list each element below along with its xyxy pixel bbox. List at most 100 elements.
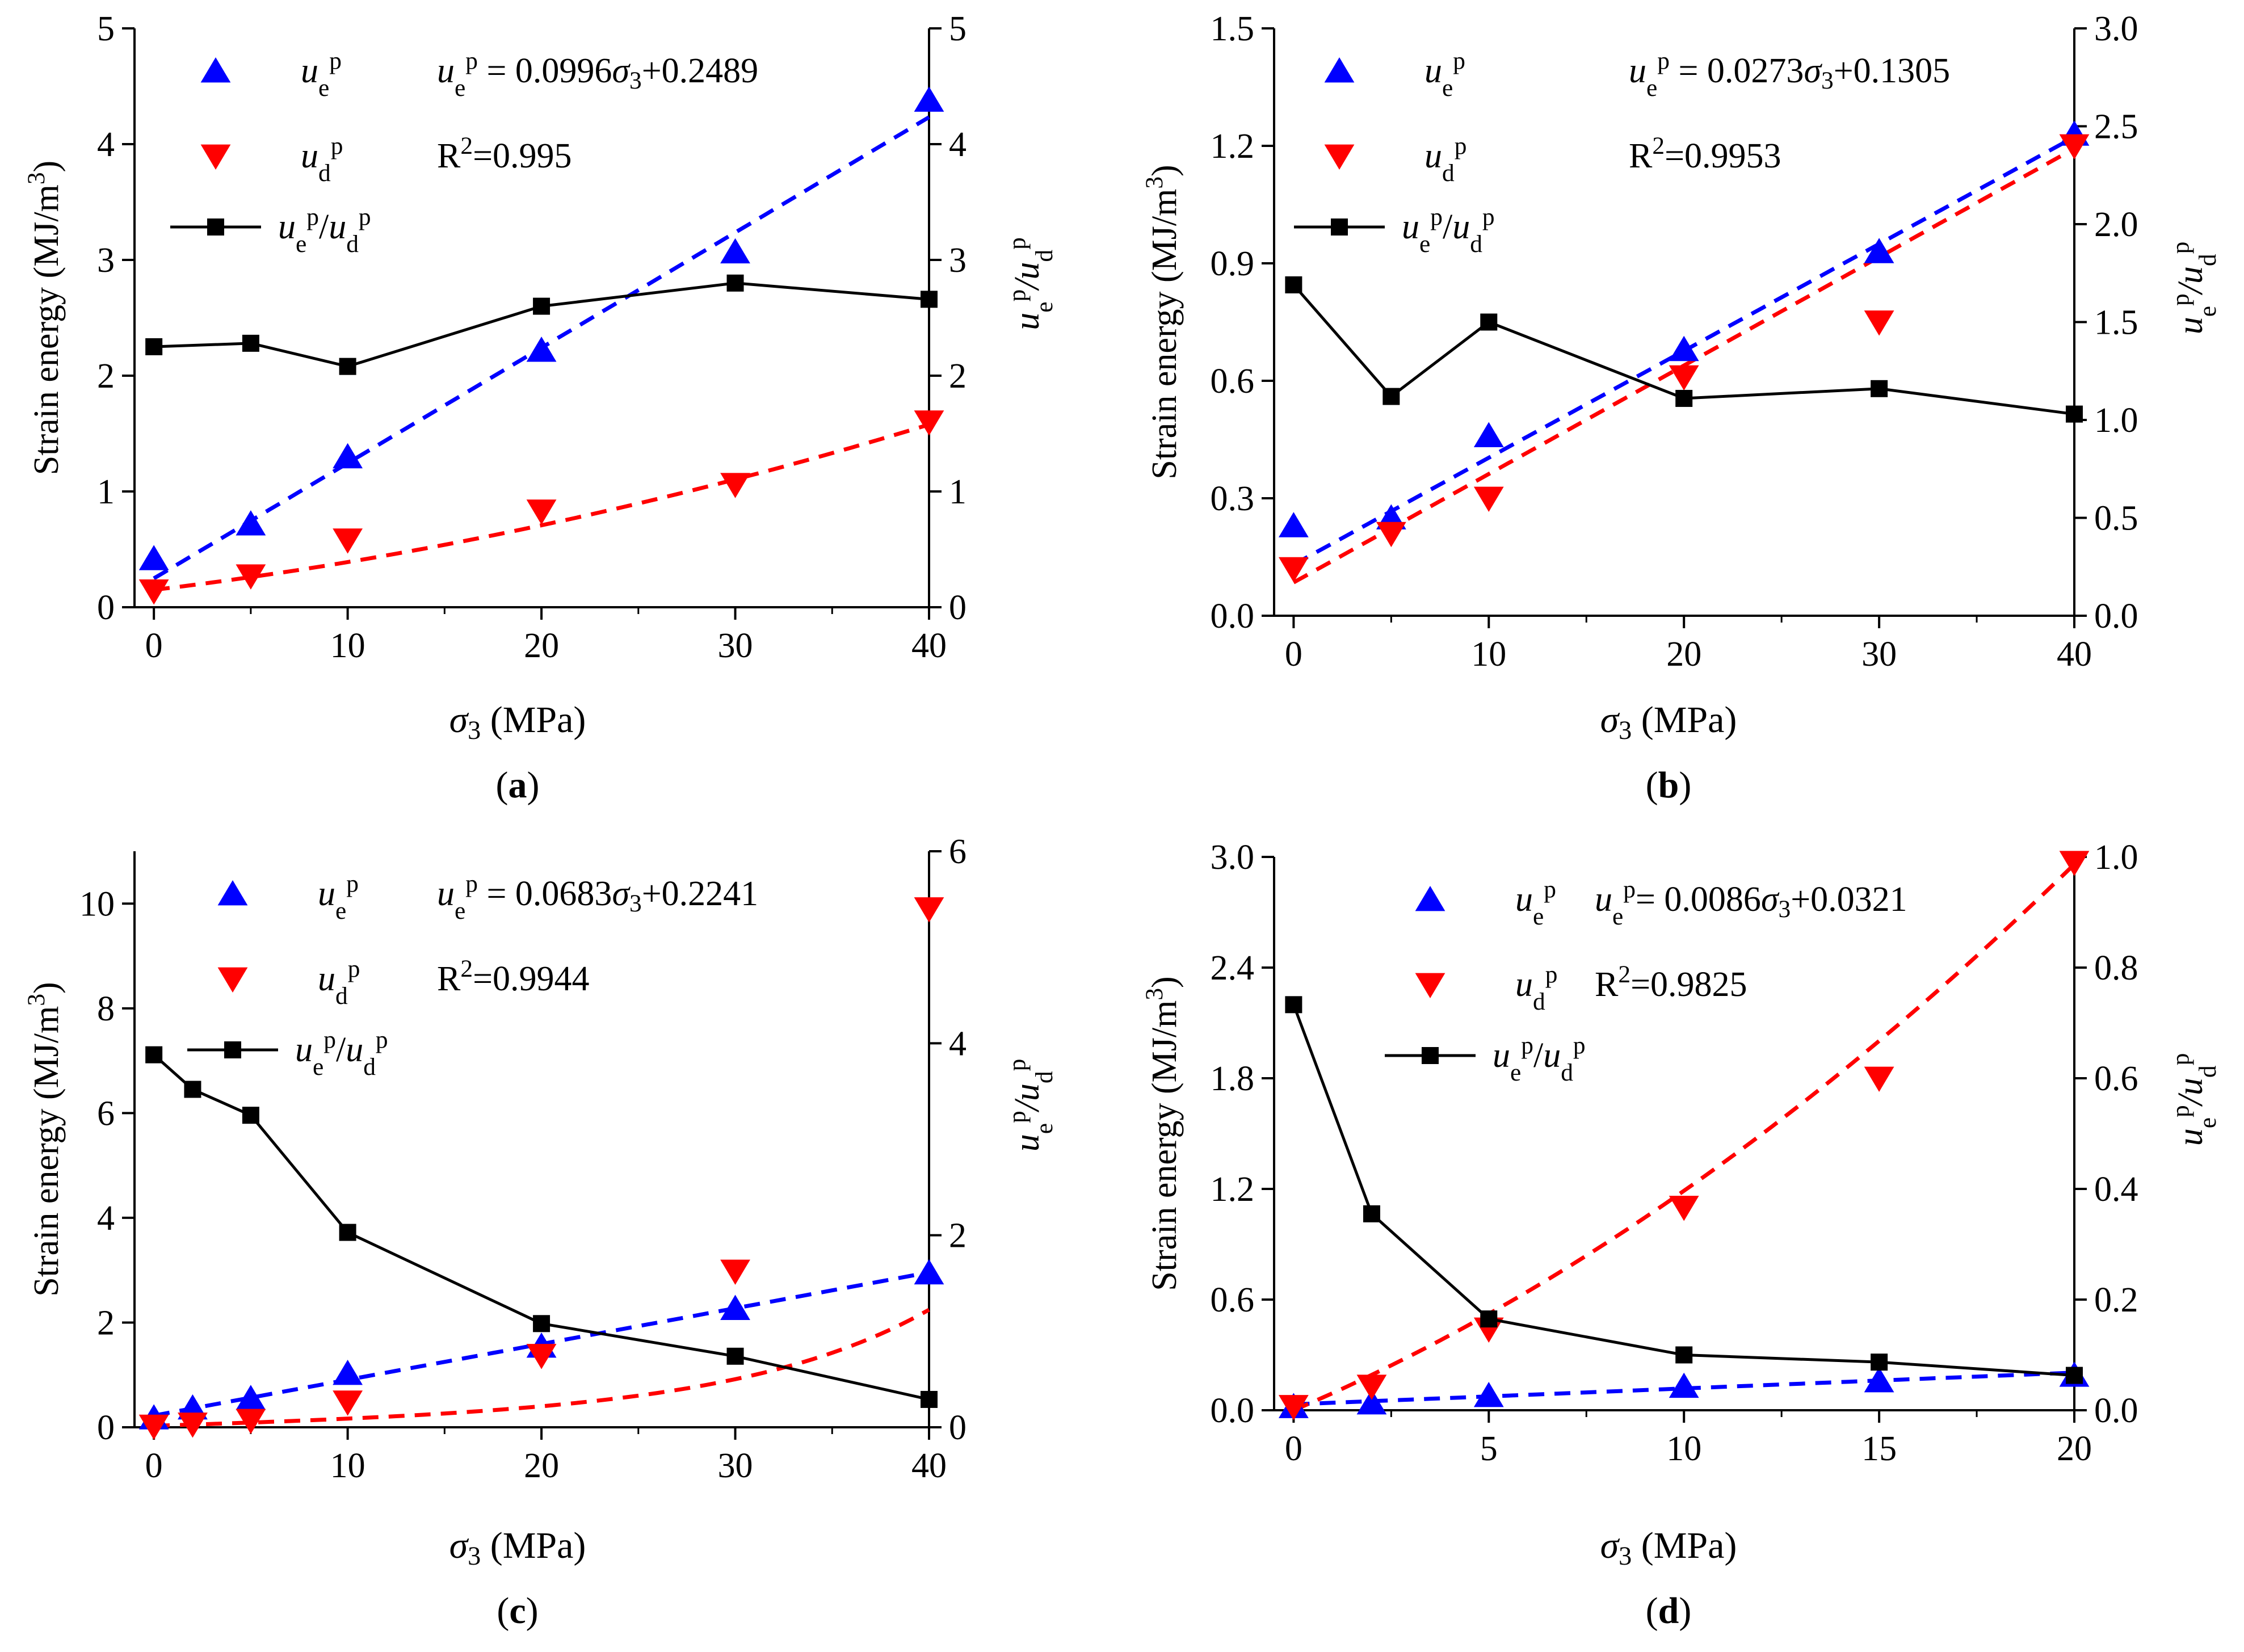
- y2-axis-label: uep/udp: [2167, 242, 2221, 335]
- y2-tick-label: 6: [949, 833, 966, 871]
- y-tick-label: 1.8: [1211, 1060, 1255, 1098]
- legend-marker: [1324, 57, 1355, 83]
- data-point: [921, 291, 938, 308]
- x-tick-label: 0: [145, 1447, 163, 1485]
- y-tick-label: 8: [97, 990, 115, 1028]
- legend-label: udp: [301, 132, 343, 187]
- fit-r2: R2=0.9944: [437, 955, 590, 998]
- y2-tick-label: 0.6: [2094, 1060, 2138, 1098]
- y-tick-label: 0.0: [1211, 1392, 1255, 1430]
- legend-marker: [1324, 144, 1355, 170]
- panel-caption: (a): [496, 764, 540, 806]
- data-point: [2059, 851, 2090, 876]
- panel-caption: (c): [497, 1590, 538, 1632]
- data-point: [1864, 310, 1894, 336]
- y-axis-label: Strain energy (MJ/m3): [23, 161, 66, 475]
- y2-tick-label: 0.4: [2094, 1170, 2138, 1209]
- legend-marker: [200, 57, 231, 83]
- data-point: [914, 1259, 944, 1285]
- data-point: [333, 528, 363, 554]
- ratio-line: [1292, 1004, 2075, 1377]
- y-tick-label: 0: [97, 589, 115, 627]
- legend-label: uep/udp: [1402, 203, 1495, 258]
- y-tick-label: 0.9: [1211, 245, 1255, 283]
- data-point: [1871, 1353, 1888, 1371]
- x-tick-label: 40: [2057, 635, 2092, 674]
- x-tick-label: 20: [2057, 1430, 2092, 1468]
- data-point: [720, 1259, 750, 1285]
- y2-tick-label: 3: [949, 241, 966, 280]
- legend-marker: [217, 967, 248, 993]
- legend-label: uep: [1515, 876, 1556, 930]
- y-tick-label: 6: [97, 1094, 115, 1133]
- legend-marker: [217, 880, 248, 906]
- data-point: [533, 1315, 551, 1332]
- data-point: [333, 1359, 363, 1385]
- y2-tick-label: 5: [949, 10, 966, 48]
- y2-tick-label: 3.0: [2094, 10, 2138, 48]
- legend-marker: [207, 218, 224, 236]
- legend-label: uep: [1424, 47, 1465, 102]
- y-tick-label: 1.5: [1211, 10, 1255, 48]
- data-point: [1864, 238, 1894, 263]
- legend-label: uep/udp: [1493, 1032, 1586, 1086]
- x-tick-label: 15: [1861, 1430, 1897, 1468]
- x-tick-label: 30: [718, 627, 753, 665]
- y2-axis-label: uep/udp: [2167, 1053, 2221, 1146]
- x-tick-label: 40: [911, 1447, 947, 1485]
- data-point: [1285, 276, 1302, 293]
- y-tick-label: 3.0: [1211, 838, 1255, 877]
- data-point: [138, 1414, 169, 1440]
- y-tick-label: 4: [97, 125, 115, 164]
- fit-equation: uep = 0.0273σ3+0.1305: [1629, 47, 1950, 102]
- y2-tick-label: 0: [949, 589, 966, 627]
- x-tick-label: 30: [718, 1447, 753, 1485]
- data-point: [720, 238, 750, 264]
- y-axis-label: Strain energy (MJ/m3): [1141, 165, 1184, 479]
- y-tick-label: 0: [97, 1409, 115, 1447]
- fit-line: [153, 422, 930, 592]
- x-tick-label: 0: [1285, 635, 1302, 674]
- data-point: [726, 1347, 744, 1365]
- legend-marker: [1415, 886, 1445, 911]
- data-point: [339, 1224, 356, 1241]
- data-point: [914, 410, 944, 436]
- panel-caption: (d): [1646, 1590, 1692, 1632]
- x-tick-label: 40: [911, 627, 947, 665]
- y2-tick-label: 1.0: [2094, 838, 2138, 877]
- data-point: [2066, 405, 2083, 423]
- fit-r2: R2=0.9825: [1595, 961, 1747, 1004]
- data-point: [1669, 1196, 1699, 1221]
- y2-tick-label: 1.5: [2094, 304, 2138, 342]
- legend-label: uep: [301, 47, 342, 102]
- x-tick-label: 10: [330, 627, 365, 665]
- y-axis-label: Strain energy (MJ/m3): [23, 982, 66, 1296]
- legend-label: uep/udp: [295, 1026, 388, 1081]
- y-axis-label: Strain energy (MJ/m3): [1141, 976, 1184, 1291]
- y-tick-label: 2: [97, 357, 115, 396]
- y2-tick-label: 4: [949, 125, 966, 164]
- data-point: [145, 1046, 163, 1063]
- y2-tick-label: 1: [949, 473, 966, 511]
- y2-tick-label: 4: [949, 1024, 966, 1063]
- x-axis-label: σ3 (MPa): [449, 699, 586, 745]
- legend-label: udp: [1515, 961, 1557, 1015]
- data-point: [526, 337, 557, 362]
- y2-tick-label: 2.0: [2094, 205, 2138, 244]
- data-point: [533, 297, 551, 315]
- ratio-line: [1292, 284, 2075, 416]
- x-tick-label: 20: [524, 1447, 559, 1485]
- data-point: [242, 334, 259, 352]
- x-tick-label: 10: [330, 1447, 365, 1485]
- data-point: [242, 1107, 259, 1124]
- data-point: [1675, 390, 1693, 407]
- legend-marker: [1422, 1047, 1439, 1064]
- y-tick-label: 1: [97, 473, 115, 511]
- x-tick-label: 5: [1480, 1430, 1498, 1468]
- data-point: [145, 338, 163, 355]
- legend-label: udp: [318, 955, 360, 1010]
- x-tick-label: 10: [1666, 1430, 1701, 1468]
- data-point: [720, 1294, 750, 1320]
- y2-tick-label: 2.5: [2094, 108, 2138, 146]
